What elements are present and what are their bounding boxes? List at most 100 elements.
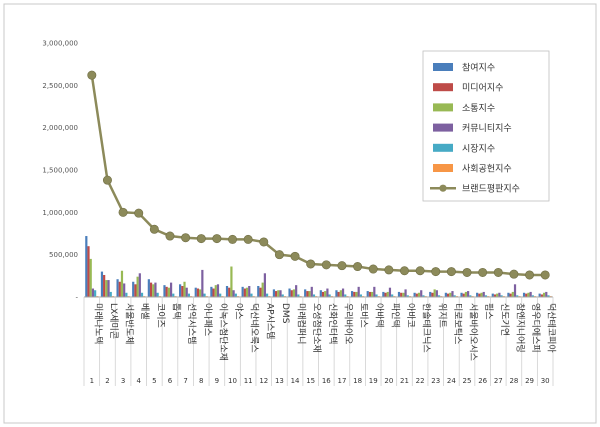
bar	[480, 292, 483, 297]
y-tick-label: 500,000	[49, 251, 78, 259]
bar	[359, 294, 362, 297]
bar	[328, 294, 331, 297]
bar	[406, 295, 409, 297]
x-tick-label: 영우디에스피	[530, 303, 541, 353]
line-point	[134, 208, 144, 218]
bars-group	[85, 236, 552, 297]
line-point	[337, 261, 347, 271]
bar	[531, 295, 534, 297]
x-rank-label: 21	[400, 377, 409, 385]
x-tick-label: 베셀	[139, 303, 150, 320]
bar	[476, 292, 479, 297]
bar	[87, 246, 90, 297]
bar	[382, 291, 385, 297]
bar	[89, 258, 92, 297]
line-point	[118, 207, 128, 217]
y-tick-label: 2,500,000	[42, 82, 78, 90]
line-point	[196, 234, 206, 244]
bar	[324, 291, 327, 297]
x-rank-label: 12	[259, 377, 268, 385]
x-tick-label: 핌스	[483, 303, 494, 320]
bar	[491, 293, 494, 297]
bar	[149, 282, 153, 297]
bar	[402, 292, 405, 297]
line-point	[321, 260, 331, 270]
line-point	[259, 237, 269, 247]
bar	[431, 292, 434, 297]
bar	[169, 282, 173, 297]
bar	[312, 294, 316, 297]
x-tick-label: 한솔테크닉스	[421, 303, 432, 353]
line-point	[290, 251, 300, 261]
bar	[279, 290, 282, 297]
line-point	[493, 267, 503, 277]
bar	[449, 292, 452, 297]
bar	[156, 292, 159, 297]
bar	[467, 291, 470, 297]
y-axis: - 500,000 1,000,000 1,500,000 2,000,000 2,500…	[42, 40, 78, 302]
legend-label: 커뮤니티지수	[462, 123, 512, 134]
x-rank-label: 25	[463, 377, 472, 385]
x-tick-label: 위지트	[436, 303, 447, 328]
x-rank-label: 6	[168, 377, 173, 385]
x-rank-label: 22	[416, 377, 425, 385]
x-tick-label: 선익시스템	[186, 303, 198, 344]
x-tick-label: AP시스템	[264, 303, 276, 339]
legend-swatch	[433, 164, 453, 172]
bar	[453, 295, 456, 297]
bar	[460, 292, 463, 297]
legend-swatch	[433, 63, 453, 71]
bar	[422, 295, 425, 297]
x-rank-label: 4	[136, 377, 141, 385]
bar	[386, 291, 389, 297]
bar	[484, 295, 488, 297]
bar	[250, 293, 253, 297]
x-tick-label: 코이즈	[155, 303, 166, 328]
bar	[527, 292, 530, 297]
legend-swatch	[433, 143, 453, 152]
bar	[288, 288, 291, 297]
x-rank-label: 15	[306, 377, 315, 385]
x-rank-label: 24	[447, 377, 456, 385]
bar	[308, 291, 311, 297]
bar	[304, 289, 307, 297]
bar	[185, 287, 188, 297]
bar	[366, 291, 369, 297]
x-rank-label: 23	[431, 377, 440, 385]
x-rank-label: 20	[384, 377, 393, 385]
line-point	[102, 175, 112, 185]
bar	[547, 295, 550, 297]
x-tick-label: DMS	[280, 303, 290, 324]
bar	[540, 294, 543, 297]
bar	[337, 291, 340, 297]
bar	[353, 291, 356, 297]
y-tick-label: 1,500,000	[42, 167, 78, 175]
bar	[297, 294, 300, 297]
bar	[152, 284, 155, 297]
bar	[355, 291, 358, 297]
legend-label: 시장지수	[462, 143, 495, 154]
legend-swatch	[433, 83, 453, 92]
x-rank-label: 10	[228, 377, 237, 385]
x-rank-label: 1	[90, 377, 94, 385]
x-tick-label: 덕산테코피아	[546, 303, 557, 353]
bar	[290, 290, 293, 297]
x-tick-label: 아나패스	[202, 303, 213, 336]
bar	[163, 285, 166, 297]
bar	[214, 285, 217, 297]
bar	[306, 291, 309, 297]
bar	[319, 290, 322, 297]
bar	[413, 292, 416, 297]
x-rank-label: 13	[275, 377, 284, 385]
x-tick-label: 참엔지니어링	[514, 303, 526, 353]
legend-marker	[439, 184, 447, 192]
bar	[183, 281, 186, 297]
x-rank-label: 30	[541, 377, 550, 385]
bar	[94, 290, 97, 297]
bar	[529, 291, 532, 297]
bar	[525, 293, 528, 297]
bar	[310, 286, 313, 297]
y-tick-label: -	[75, 294, 78, 302]
bar	[257, 285, 260, 297]
bar	[478, 293, 481, 297]
